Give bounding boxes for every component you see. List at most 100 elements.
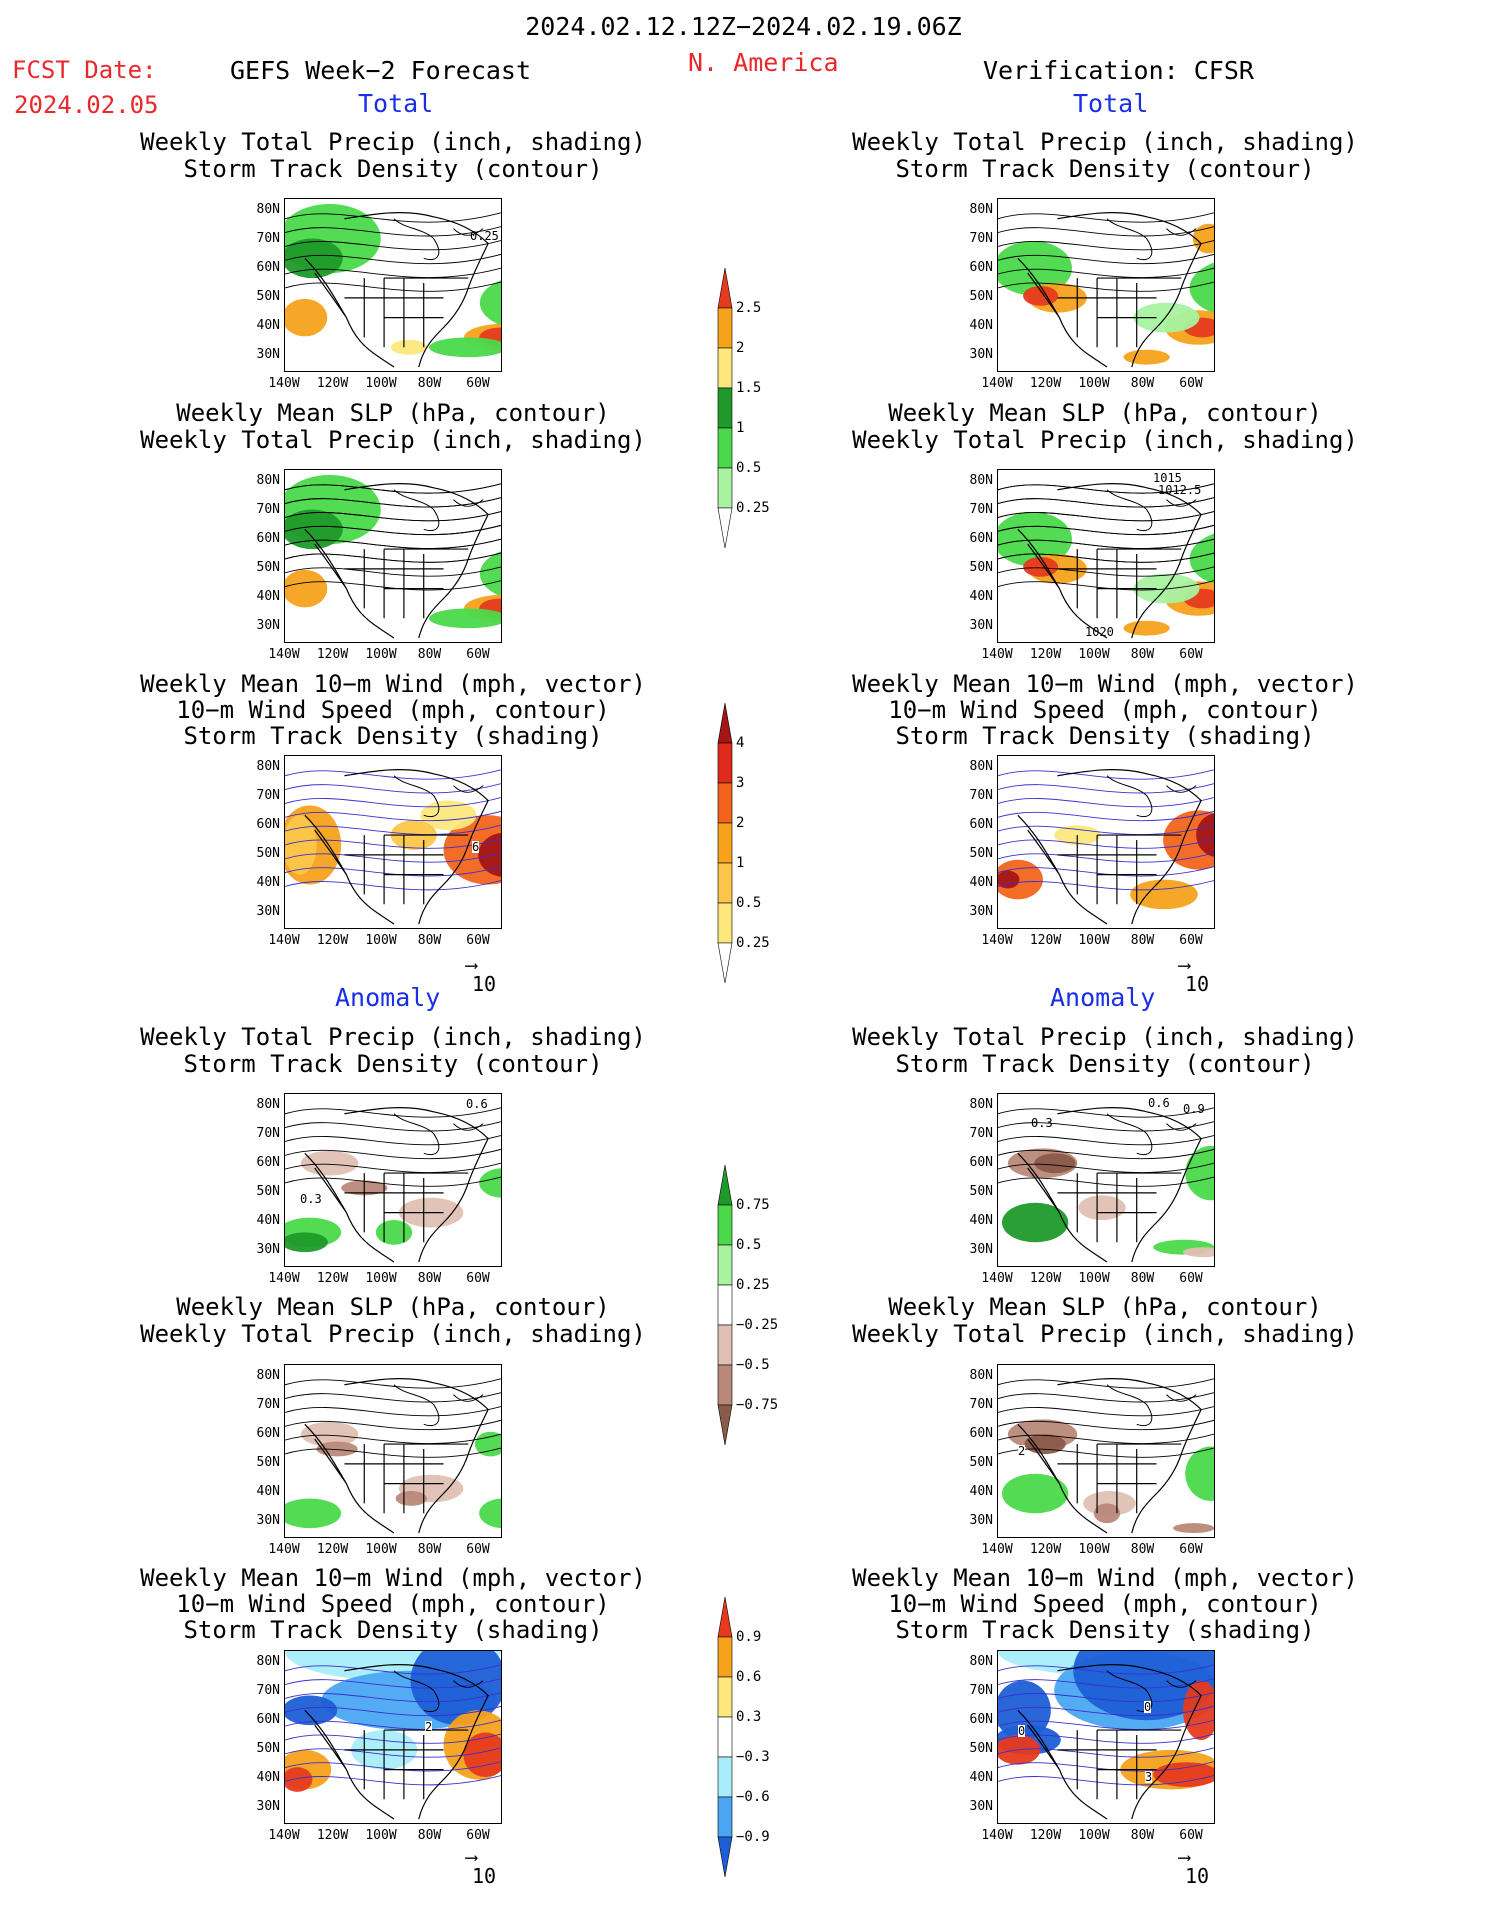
lat-tick-label: 70N: [256, 1126, 280, 1141]
contour-line: [285, 852, 501, 863]
lon-tick-label: 60W: [466, 1271, 490, 1286]
contour-label: 1015: [1153, 471, 1182, 485]
coastline: [1017, 1664, 1202, 1820]
contour-line: [285, 769, 501, 780]
lon-tick-label: 60W: [466, 933, 490, 948]
lon-tick-label: 80W: [417, 647, 442, 662]
colorbar-graphic: [717, 1164, 733, 1446]
colorbar-graphic: [717, 702, 733, 984]
lon-tick-label: 140W: [981, 1271, 1013, 1286]
shaded-region: [316, 1441, 358, 1457]
lon-tick-label: 100W: [365, 1271, 397, 1286]
title-l5-line1: Weekly Mean SLP (hPa, contour): [176, 1293, 610, 1321]
contour-line: [998, 880, 1214, 891]
shaded-region: [420, 800, 477, 831]
coastline: [304, 483, 489, 639]
shaded-region: [285, 815, 317, 875]
shaded-region: [429, 608, 501, 629]
shaded-region: [1133, 302, 1200, 333]
contour-line: [998, 1121, 1214, 1132]
colorbar-segment: [717, 1284, 733, 1326]
contour-line: [998, 212, 1214, 223]
lat-tick-label: 40N: [256, 318, 280, 333]
lat-tick-label: 80N: [256, 1368, 280, 1383]
lat-tick-label: 30N: [969, 618, 993, 633]
colorbar-segment: [717, 427, 733, 469]
colorbar-segment: [717, 1164, 733, 1206]
lat-tick-label: 30N: [256, 347, 280, 362]
shaded-region: [1001, 1202, 1069, 1243]
shaded-region: [1189, 262, 1214, 314]
title-r1-line1: Weekly Total Precip (inch, shading): [852, 128, 1358, 156]
lat-tick-label: 50N: [969, 289, 993, 304]
lon-tick-label: 60W: [466, 1542, 490, 1557]
lat-tick-label: 60N: [969, 1426, 993, 1441]
colorbar-graphic: [717, 1596, 733, 1878]
date-range-title: 2024.02.12.12Z−2024.02.19.06Z: [525, 12, 962, 41]
contour-line: [998, 1775, 1214, 1786]
colorbar-segment: [717, 1324, 733, 1366]
colorbar-segment: [717, 1244, 733, 1286]
lat-tick-label: 80N: [969, 1654, 993, 1669]
shaded-region: [1123, 620, 1170, 636]
colorbar-segment: [717, 1756, 733, 1798]
lon-tick-label: 80W: [1130, 1271, 1155, 1286]
colorbar-tick-label: 0.75: [736, 1197, 770, 1213]
lon-tick-label: 100W: [365, 933, 397, 948]
lon-tick-label: 120W: [1029, 1271, 1062, 1286]
shaded-region: [1185, 1446, 1214, 1501]
lat-tick-label: 70N: [256, 1397, 280, 1412]
contour-line: [285, 1433, 501, 1444]
shaded-region: [479, 280, 501, 326]
lat-tick-label: 50N: [969, 1455, 993, 1470]
contour-line: [285, 797, 501, 808]
colorbar-tick-label: 0.5: [736, 460, 762, 476]
lat-tick-label: 80N: [256, 1654, 280, 1669]
shaded-region: [1173, 1523, 1214, 1534]
colorbar-tick-label: 0.5: [736, 895, 762, 911]
title-r4-line2: Storm Track Density (contour): [895, 1050, 1315, 1078]
contour-line: [285, 497, 501, 508]
contour-line: [998, 580, 1214, 591]
contour-line: [998, 1761, 1214, 1772]
lat-tick-label: 40N: [256, 1484, 280, 1499]
shaded-region: [1182, 1247, 1214, 1258]
shaded-region: [285, 569, 328, 608]
shaded-region: [998, 512, 1072, 567]
shaded-region: [1189, 533, 1214, 585]
title-r1-line2: Storm Track Density (contour): [895, 155, 1315, 183]
contour-label: 0: [1144, 1700, 1152, 1714]
lon-tick-label: 120W: [316, 1542, 349, 1557]
contour-line: [998, 810, 1214, 822]
lat-tick-label: 70N: [969, 231, 993, 246]
shaded-region: [474, 1431, 501, 1457]
colorbar-tick-label: 0.25: [736, 935, 770, 951]
contour-line: [998, 1392, 1214, 1403]
shaded-region: [1023, 556, 1059, 577]
lon-tick-label: 100W: [1078, 647, 1110, 662]
lon-tick-label: 140W: [268, 376, 300, 391]
contour-line: [998, 1162, 1214, 1173]
contour-line: [998, 497, 1214, 508]
title-r6-line2: 10−m Wind Speed (mph, contour): [888, 1590, 1322, 1618]
lat-tick-label: 80N: [256, 202, 280, 217]
lat-tick-label: 50N: [256, 846, 280, 861]
colorbar-segment: [717, 902, 733, 944]
contour-line: [285, 1719, 501, 1730]
title-r5-line1: Weekly Mean SLP (hPa, contour): [888, 1293, 1322, 1321]
colorbar-graphic: [717, 267, 733, 549]
lat-tick-label: 30N: [256, 1513, 280, 1528]
shaded-region: [1034, 1153, 1076, 1174]
contour-line: [285, 1392, 501, 1403]
lon-tick-label: 120W: [316, 647, 349, 662]
lon-tick-label: 80W: [417, 933, 442, 948]
contour-line: [285, 880, 501, 891]
lon-tick-label: 100W: [365, 647, 397, 662]
shaded-region: [1078, 1195, 1126, 1221]
contour-line: [285, 566, 501, 577]
contour-label: 0.6: [1148, 1096, 1170, 1110]
shaded-region: [285, 1232, 328, 1253]
colorbar-segment: [717, 267, 733, 309]
shaded-region: [479, 1498, 501, 1529]
lon-tick-label: 120W: [1029, 933, 1062, 948]
